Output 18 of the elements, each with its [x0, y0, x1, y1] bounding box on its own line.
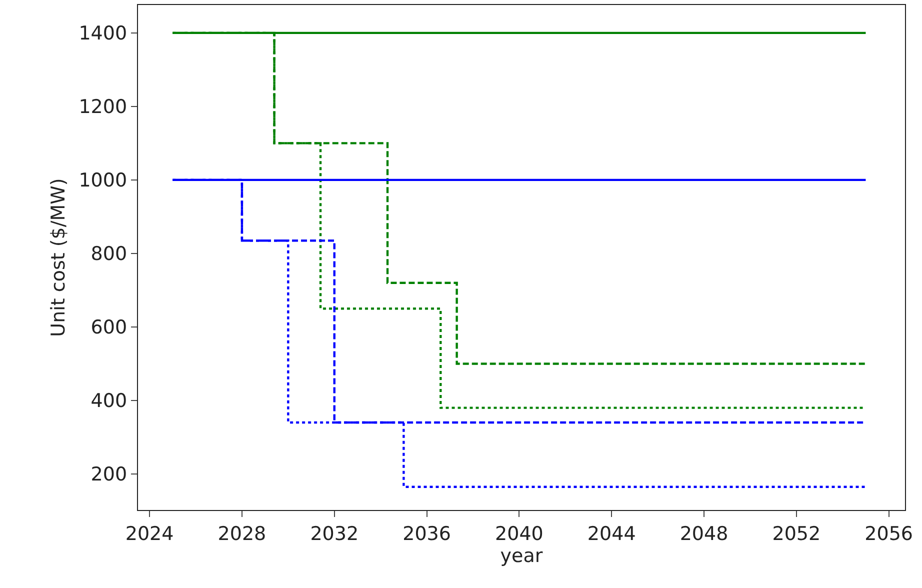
y-tick-label: 1200 [78, 96, 128, 118]
y-tick-label: 400 [90, 390, 128, 412]
x-tick-label: 2024 [125, 522, 174, 545]
y-tick-label: 200 [90, 464, 128, 486]
x-tick-label: 2056 [864, 522, 914, 545]
x-tick-label: 2052 [772, 522, 821, 545]
x-tick-label: 2028 [218, 522, 266, 545]
y-tick-label: 800 [90, 243, 128, 266]
x-tick-label: 2040 [495, 522, 544, 545]
y-tick-label: 600 [90, 316, 128, 339]
x-tick-label: 2048 [680, 522, 728, 545]
x-tick-label: 2036 [402, 522, 451, 545]
y-tick-label: 1400 [78, 22, 128, 45]
y-tick-label: 1000 [78, 170, 128, 192]
x-tick-label: 2032 [310, 522, 359, 545]
x-tick-label: 2044 [587, 522, 636, 545]
x-axis-title: year [500, 544, 543, 567]
y-axis-title: Unit cost ($/MW) [48, 178, 70, 337]
